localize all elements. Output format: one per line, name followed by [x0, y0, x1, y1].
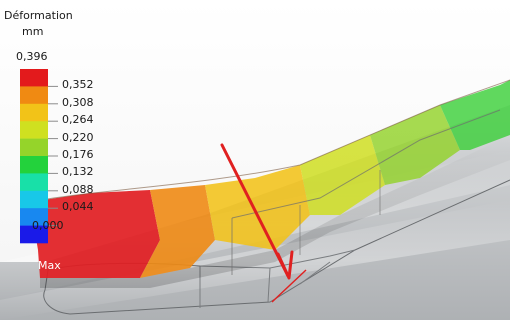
- legend-tick-label: 0,352: [62, 78, 94, 92]
- legend-tick-label: 0,264: [62, 113, 94, 127]
- legend-swatch: [20, 86, 48, 105]
- legend-swatch: [20, 69, 48, 87]
- deformed-part: [29, 79, 510, 288]
- legend-swatch: [20, 103, 48, 122]
- legend-tick-label: 0,308: [62, 95, 94, 109]
- legend-swatch: [20, 225, 48, 244]
- legend-tick-label: 0,000: [32, 218, 64, 232]
- legend-tick-label: 0,220: [62, 130, 94, 144]
- legend-tick-marks: [48, 85, 58, 227]
- legend-swatch: [20, 208, 48, 226]
- legend-swatch: [20, 156, 48, 174]
- max-marker-label: Max: [38, 259, 61, 272]
- legend-tick-label: 0,132: [62, 165, 94, 179]
- legend-swatch: [20, 190, 48, 209]
- legend-max-value: 0,396: [16, 50, 48, 63]
- legend-swatch: [20, 138, 48, 157]
- legend-color-bar: [20, 69, 48, 244]
- legend-unit: mm: [22, 25, 44, 38]
- legend-tick-label: 0,176: [62, 148, 94, 161]
- legend-swatch: [20, 173, 48, 192]
- annotation-arrow: [220, 143, 307, 303]
- legend-title: Déformation: [4, 9, 73, 22]
- legend-tick-label: 0,044: [62, 200, 94, 214]
- legend-tick-label: 0,088: [62, 182, 94, 196]
- legend-swatch: [20, 121, 48, 139]
